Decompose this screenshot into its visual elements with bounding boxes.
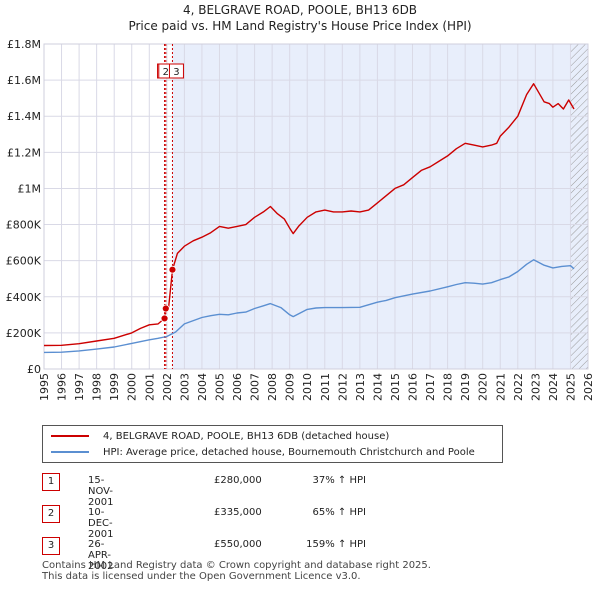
x-tick-label: 2004 [196,373,209,401]
x-tick-label: 2024 [547,373,560,401]
transaction-hpi: 159% ↑ HPI [306,539,366,550]
x-tick-label: 2013 [354,373,367,401]
x-tick-label: 2016 [407,373,420,401]
x-tick-label: 1998 [91,373,104,401]
x-tick-label: 2012 [336,373,349,401]
sale-point-2 [161,304,170,313]
y-tick-label: £600K [6,255,42,268]
sale-point-1 [160,314,169,323]
sale-label-text: 3 [173,67,179,78]
y-tick-label: £1.8M [7,38,41,51]
x-tick-label: 2020 [477,373,490,401]
x-tick-label: 1995 [38,373,51,401]
x-tick-label: 2010 [301,373,314,401]
sale-label-3: 3 [168,63,184,79]
x-tick-label: 2007 [249,373,262,401]
x-tick-label: 2002 [161,373,174,401]
plot-border [43,43,589,370]
x-tick-label: 2022 [512,373,525,401]
transaction-number: 1 [42,473,60,491]
transaction-hpi: 37% ↑ HPI [312,475,366,486]
transaction-date: 10-DEC-2001 [88,507,114,540]
x-tick-label: 2008 [266,373,279,401]
x-tick-label: 2025 [564,373,577,401]
x-tick-label: 2001 [143,373,156,401]
legend: 4, BELGRAVE ROAD, POOLE, BH13 6DB (detac… [42,425,503,463]
legend-label-hpi: HPI: Average price, detached house, Bour… [103,446,475,458]
transaction-price: £280,000 [214,475,262,486]
y-tick-label: £1.6M [7,74,41,87]
legend-swatch-hpi [51,451,89,453]
sale-label-box [168,63,184,79]
x-tick-label: 1996 [56,373,69,401]
sale-label-text: 2 [163,67,169,78]
transaction-price: £550,000 [214,539,262,550]
x-tick-label: 2011 [319,373,332,401]
chart-subtitle: Price paid vs. HM Land Registry's House … [128,19,472,33]
chart-title: 4, BELGRAVE ROAD, POOLE, BH13 6DB [182,3,418,17]
x-tick-label: 2000 [126,373,139,401]
transaction-number: 2 [42,505,60,523]
y-tick-label: £800K [6,219,42,232]
x-tick-label: 2019 [459,373,472,401]
legend-item-hpi: HPI: Average price, detached house, Bour… [51,445,475,459]
x-tick-label: 1997 [73,373,86,401]
legend-label-property: 4, BELGRAVE ROAD, POOLE, BH13 6DB (detac… [103,430,390,442]
y-tick-label: £200K [6,327,42,340]
shaded-region [172,44,588,369]
x-tick-label: 2017 [424,373,437,401]
x-tick-label: 2023 [529,373,542,401]
x-tick-label: 1999 [108,373,121,401]
x-tick-label: 2014 [371,373,384,401]
x-tick-label: 2026 [582,373,595,401]
transaction-date: 26-APR-2002 [88,539,114,572]
x-tick-label: 2005 [213,373,226,401]
y-tick-label: £1M [18,182,42,195]
x-tick-label: 2003 [178,373,191,401]
transaction-number: 3 [42,537,60,555]
y-tick-label: £400K [6,291,42,304]
transaction-date: 15-NOV-2001 [88,475,114,508]
y-tick-label: £1.2M [7,146,41,159]
x-tick-label: 2018 [442,373,455,401]
x-tick-label: 2021 [494,373,507,401]
transaction-hpi: 65% ↑ HPI [312,507,366,518]
sale-point-3 [168,265,177,274]
hpi-line [43,259,575,354]
hatched-region [570,44,588,369]
x-tick-label: 2015 [389,373,402,401]
x-tick-label: 2009 [284,373,297,401]
y-tick-label: £0 [27,363,41,376]
transaction-price: £335,000 [214,507,262,518]
footer-copyright: Contains HM Land Registry data © Crown c… [42,560,431,571]
price-chart: £0 £200K £400K £600K £800K £1M £1.2M £1.4M £1.6M… [6,38,595,401]
legend-item-property: 4, BELGRAVE ROAD, POOLE, BH13 6DB (detac… [51,429,389,443]
x-tick-label: 2006 [231,373,244,401]
legend-swatch-property [51,435,89,437]
y-tick-label: £1.4M [7,110,41,123]
footer-licence: This data is licensed under the Open Gov… [42,571,361,582]
